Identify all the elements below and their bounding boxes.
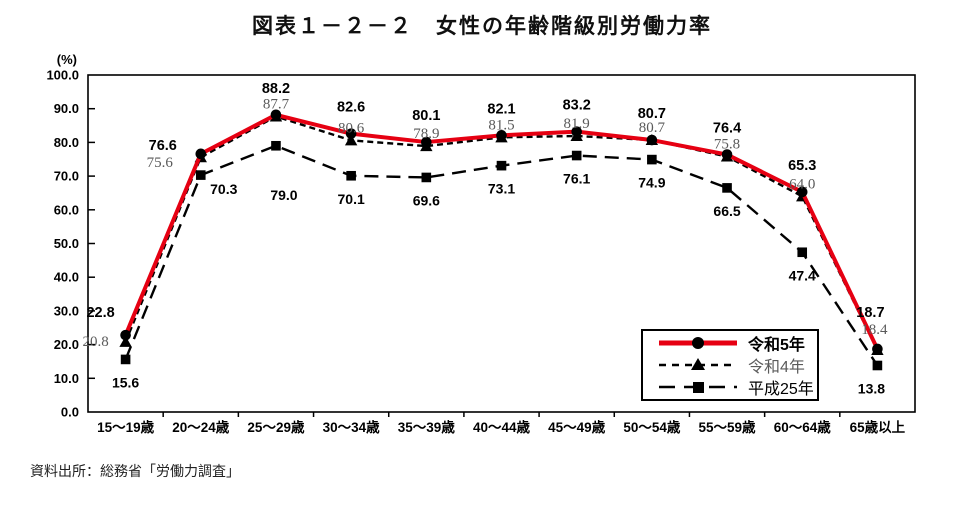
svg-text:76.1: 76.1 xyxy=(563,171,590,187)
series-line-2 xyxy=(120,140,883,371)
svg-text:82.6: 82.6 xyxy=(337,100,365,116)
legend-item-reiwa5: 令和5年 xyxy=(655,333,817,354)
svg-text:75.8: 75.8 xyxy=(714,137,740,153)
svg-text:83.2: 83.2 xyxy=(563,98,591,114)
series-labels-2: 15.6 70.3 79.0 70.1 69.6 73.1 76.1 74.9 66.5 47.4… xyxy=(112,171,885,397)
svg-text:60.0: 60.0 xyxy=(54,202,79,217)
dashed-triangle-line-icon xyxy=(659,358,737,370)
svg-text:30～34歳: 30～34歳 xyxy=(323,419,381,435)
series-labels-0: 22.8 76.6 88.2 82.6 80.1 82.1 83.2 80.7 76.4 65.3… xyxy=(86,81,884,321)
svg-text:50.0: 50.0 xyxy=(54,236,79,251)
svg-text:100.0: 100.0 xyxy=(46,68,79,83)
legend-item-reiwa4: 令和4年 xyxy=(655,355,817,376)
svg-text:64.0: 64.0 xyxy=(789,176,815,192)
svg-text:(%): (%) xyxy=(57,52,77,67)
svg-text:40～44歳: 40～44歳 xyxy=(473,419,531,435)
svg-text:15.6: 15.6 xyxy=(112,374,139,390)
svg-text:70.0: 70.0 xyxy=(54,169,79,184)
series-line-1 xyxy=(119,110,884,355)
svg-text:76.4: 76.4 xyxy=(713,121,741,137)
svg-text:0.0: 0.0 xyxy=(61,405,79,420)
svg-text:87.7: 87.7 xyxy=(263,96,290,112)
svg-text:30.0: 30.0 xyxy=(54,303,79,318)
svg-text:81.5: 81.5 xyxy=(488,117,514,133)
svg-text:80.6: 80.6 xyxy=(338,120,365,136)
svg-text:74.9: 74.9 xyxy=(638,175,665,191)
svg-text:69.6: 69.6 xyxy=(413,192,440,208)
svg-text:76.6: 76.6 xyxy=(149,138,177,154)
source-note: 資料出所：総務省「労働力調査」 xyxy=(30,465,240,480)
svg-text:18.7: 18.7 xyxy=(856,305,884,321)
svg-text:65歳以上: 65歳以上 xyxy=(850,419,906,435)
legend-label: 令和4年 xyxy=(748,359,805,376)
svg-text:20～24歳: 20～24歳 xyxy=(172,419,230,435)
svg-text:25～29歳: 25～29歳 xyxy=(247,419,305,435)
svg-text:75.6: 75.6 xyxy=(147,155,174,171)
series-line-0 xyxy=(120,109,883,355)
legend-label: 令和5年 xyxy=(748,337,805,354)
chart-title: 図表１－２－２ 女性の年齢階級別労働力率 xyxy=(252,15,712,38)
svg-text:79.0: 79.0 xyxy=(270,187,297,203)
svg-text:81.9: 81.9 xyxy=(564,116,590,132)
svg-text:90.0: 90.0 xyxy=(54,101,79,116)
svg-text:35～39歳: 35～39歳 xyxy=(398,419,456,435)
svg-text:55～59歳: 55～59歳 xyxy=(699,419,757,435)
svg-text:73.1: 73.1 xyxy=(488,181,515,197)
svg-text:70.1: 70.1 xyxy=(338,191,365,207)
svg-text:88.2: 88.2 xyxy=(262,81,290,97)
svg-text:50～54歳: 50～54歳 xyxy=(623,419,681,435)
legend: 令和5年 令和4年 平成25年 xyxy=(641,329,819,401)
svg-text:47.4: 47.4 xyxy=(789,267,816,283)
svg-text:80.0: 80.0 xyxy=(54,135,79,150)
red-solid-circle-line-icon xyxy=(659,337,737,349)
svg-text:18.4: 18.4 xyxy=(861,322,888,338)
svg-text:22.8: 22.8 xyxy=(86,305,114,321)
dashed-square-line-icon xyxy=(659,382,737,393)
x-axis: 15～19歳 20～24歳 25～29歳 30～34歳 35～39歳 40～44歳 45～4… xyxy=(97,412,906,435)
svg-text:20.0: 20.0 xyxy=(54,337,79,352)
svg-text:80.1: 80.1 xyxy=(412,108,440,124)
y-axis: 0.0 10.0 20.0 30.0 40.0 50.0 60.0 70.0 80.0 90.0 1… xyxy=(46,52,95,420)
svg-text:10.0: 10.0 xyxy=(54,371,79,386)
svg-text:65.3: 65.3 xyxy=(788,158,816,174)
svg-text:70.3: 70.3 xyxy=(210,181,237,197)
svg-text:60～64歳: 60～64歳 xyxy=(774,419,832,435)
legend-label: 平成25年 xyxy=(748,381,814,398)
svg-text:80.7: 80.7 xyxy=(639,120,666,136)
svg-text:20.8: 20.8 xyxy=(82,334,108,350)
svg-text:80.7: 80.7 xyxy=(638,106,666,122)
series-labels-1: 20.8 75.6 87.7 80.6 78.9 81.5 81.9 80.7 75.8 64.0… xyxy=(82,96,888,349)
svg-text:15～19歳: 15～19歳 xyxy=(97,419,155,435)
svg-text:13.8: 13.8 xyxy=(858,380,885,396)
svg-text:45～49歳: 45～49歳 xyxy=(548,419,606,435)
svg-text:66.5: 66.5 xyxy=(713,203,740,219)
svg-text:40.0: 40.0 xyxy=(54,270,79,285)
svg-text:82.1: 82.1 xyxy=(487,101,515,117)
legend-item-heisei25: 平成25年 xyxy=(655,377,817,398)
svg-text:78.9: 78.9 xyxy=(413,126,439,142)
